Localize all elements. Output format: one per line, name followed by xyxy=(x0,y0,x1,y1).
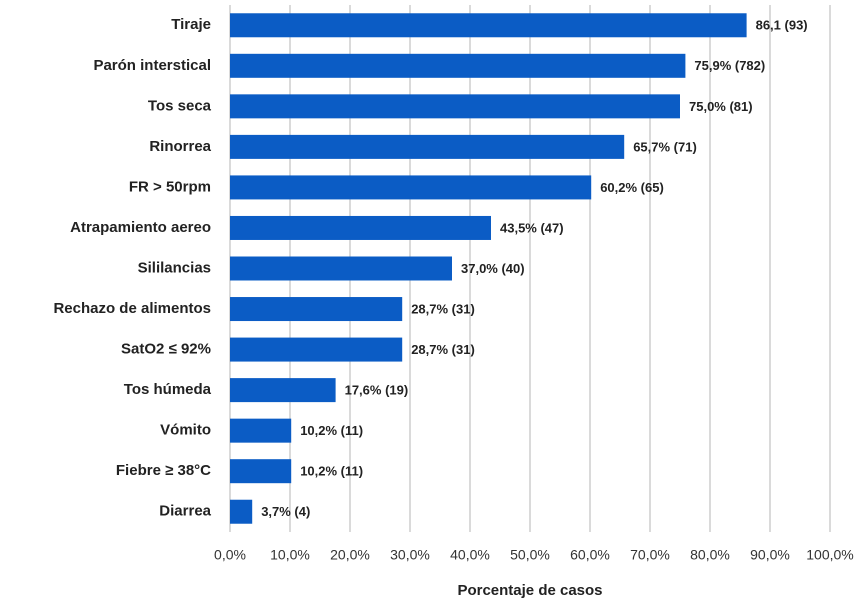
x-tick-label: 0,0% xyxy=(214,547,246,563)
bar xyxy=(230,53,686,78)
value-label: 75,9% (782) xyxy=(694,58,765,73)
x-tick-label: 10,0% xyxy=(270,547,310,563)
bar xyxy=(230,378,336,403)
bar xyxy=(230,215,491,240)
x-tick-label: 50,0% xyxy=(510,547,550,563)
value-label: 10,2% (11) xyxy=(300,423,363,438)
x-tick-label: 30,0% xyxy=(390,547,430,563)
bar xyxy=(230,175,592,200)
x-tick-label: 100,0% xyxy=(806,547,853,563)
y-tick-label: Vómito xyxy=(160,422,211,439)
y-tick-label: Rechazo de alimentos xyxy=(53,300,211,317)
value-label: 28,7% (31) xyxy=(411,301,475,316)
value-label: 60,2% (65) xyxy=(600,180,664,195)
value-label: 75,0% (81) xyxy=(689,99,753,114)
x-tick-label: 40,0% xyxy=(450,547,490,563)
bar xyxy=(230,134,625,159)
x-tick-label: 70,0% xyxy=(630,547,670,563)
value-label: 17,6% (19) xyxy=(345,383,409,398)
bar xyxy=(230,418,292,443)
value-label: 28,7% (31) xyxy=(411,342,475,357)
y-tick-label: FR > 50rpm xyxy=(129,178,211,195)
y-tick-label: Sililancias xyxy=(138,259,211,276)
x-tick-label: 80,0% xyxy=(690,547,730,563)
value-label: 10,2% (11) xyxy=(300,464,363,479)
bar xyxy=(230,94,680,119)
y-tick-label: Tos seca xyxy=(148,97,212,114)
y-tick-label: SatO2 ≤ 92% xyxy=(121,341,211,358)
y-tick-label: Tos húmeda xyxy=(124,381,212,398)
value-label: 65,7% (71) xyxy=(633,139,697,154)
bar xyxy=(230,459,292,484)
bar xyxy=(230,297,403,322)
y-tick-label: Parón interstical xyxy=(93,57,211,74)
y-tick-label: Atrapamiento aereo xyxy=(70,219,211,236)
x-tick-label: 60,0% xyxy=(570,547,610,563)
x-tick-label: 90,0% xyxy=(750,547,790,563)
bar xyxy=(230,256,452,281)
value-label: 37,0% (40) xyxy=(461,261,525,276)
bar xyxy=(230,13,747,38)
value-label: 3,7% (4) xyxy=(261,504,310,519)
y-tick-label: Rinorrea xyxy=(149,138,211,155)
bar xyxy=(230,337,403,362)
bar xyxy=(230,499,253,524)
x-tick-label: 20,0% xyxy=(330,547,370,563)
y-tick-label: Fiebre ≥ 38°C xyxy=(116,462,211,479)
value-label: 86,1 (93) xyxy=(756,18,808,33)
y-tick-label: Tiraje xyxy=(171,16,211,33)
value-label: 43,5% (47) xyxy=(500,220,564,235)
y-tick-label: Diarrea xyxy=(159,503,211,520)
x-axis-title: Porcentaje de casos xyxy=(457,582,602,599)
